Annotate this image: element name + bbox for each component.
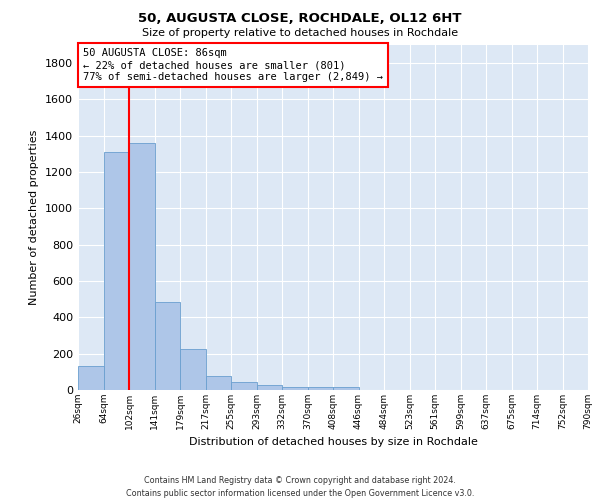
X-axis label: Distribution of detached houses by size in Rochdale: Distribution of detached houses by size … [188,438,478,448]
Text: 50 AUGUSTA CLOSE: 86sqm
← 22% of detached houses are smaller (801)
77% of semi-d: 50 AUGUSTA CLOSE: 86sqm ← 22% of detache… [83,48,383,82]
Bar [231,382,257,390]
Text: Size of property relative to detached houses in Rochdale: Size of property relative to detached ho… [142,28,458,38]
Text: 50, AUGUSTA CLOSE, ROCHDALE, OL12 6HT: 50, AUGUSTA CLOSE, ROCHDALE, OL12 6HT [138,12,462,26]
Text: Contains HM Land Registry data © Crown copyright and database right 2024.
Contai: Contains HM Land Registry data © Crown c… [126,476,474,498]
Bar [180,349,205,390]
Bar [78,366,104,390]
Bar [205,376,231,390]
Bar [282,388,308,390]
Bar [104,152,129,390]
Bar [308,388,333,390]
Bar [155,302,180,390]
Bar [129,143,155,390]
Bar [333,388,359,390]
Y-axis label: Number of detached properties: Number of detached properties [29,130,40,305]
Bar [257,385,282,390]
